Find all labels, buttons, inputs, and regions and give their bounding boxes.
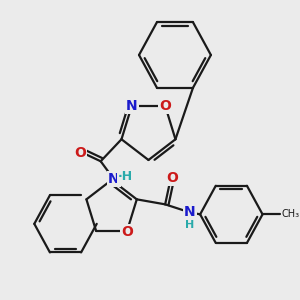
- Text: N: N: [184, 205, 196, 219]
- Text: O: O: [166, 171, 178, 185]
- Text: O: O: [121, 225, 133, 239]
- Text: N: N: [108, 172, 120, 186]
- Text: O: O: [74, 146, 86, 160]
- Text: O: O: [159, 99, 171, 113]
- Text: ·H: ·H: [118, 170, 133, 183]
- Text: H: H: [185, 220, 194, 230]
- Text: CH₃: CH₃: [281, 209, 300, 219]
- Text: N: N: [126, 99, 138, 113]
